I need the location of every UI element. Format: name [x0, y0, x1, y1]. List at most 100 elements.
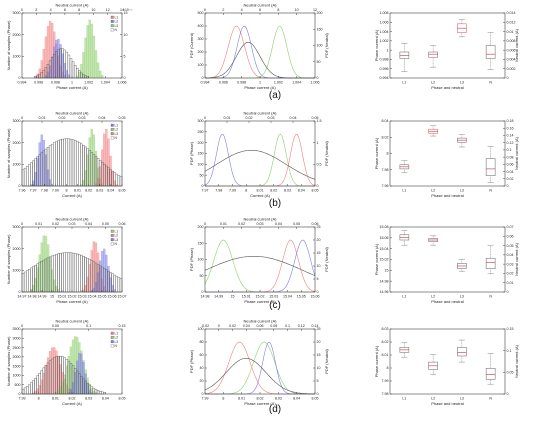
row0-panel0-bar-L1	[42, 49, 46, 79]
row3-panel0-legend-swatch	[110, 331, 114, 335]
row0-panel0-bar-L1	[46, 26, 50, 79]
row2-panel0-bar-L1	[51, 269, 54, 293]
row3-panel2-category-label: L1	[402, 397, 406, 401]
row1-panel0-top-tick-label: 0.03	[79, 116, 86, 120]
row0-panel1-ytick-label: 500	[198, 11, 204, 15]
row1-panel0-bar-N	[78, 142, 81, 187]
row2-panel0-bar-N	[63, 252, 66, 293]
row0-panel1-xtick-label: 0.994	[201, 81, 210, 85]
row2-panel2-right-ylabel: Neutral current (A)	[514, 242, 519, 276]
row2-panel0-xtick-label: 15.04	[88, 295, 97, 299]
row1-panel1-ytick-label: 150	[198, 152, 204, 156]
row2-panel0-xtick-label: 15.02	[68, 295, 77, 299]
row2-panel0-bar-L2	[84, 285, 87, 293]
row2-panel0-bar-L3	[107, 266, 110, 293]
row2-panel1-rtick-label: 5	[317, 277, 319, 281]
row3-panel0-xlabel: Current (A)	[62, 401, 82, 406]
row3-panel0-bar-L1	[42, 372, 46, 395]
row3-panel2-box-L3	[457, 347, 467, 357]
row0-panel0-bar-L2	[65, 70, 68, 79]
row2-panel0-xlabel: Phase current (A)	[56, 299, 88, 304]
row-caption: (b)	[269, 198, 281, 209]
row2-panel0-legend-swatch	[110, 242, 114, 246]
row3-panel2-ytick-label: 8.03	[382, 327, 389, 331]
row2-panel0-bar-L1	[32, 285, 35, 293]
row2-panel1-xtick-label: 15.02	[256, 295, 265, 299]
row3-panel0-bar-L3	[84, 373, 87, 395]
row0-panel2: L1 L2 L3 N 0.994 0.996 0.998 1 1.002 1.004 1.006 1.…	[374, 11, 519, 90]
row3-panel0-bar-L2	[92, 390, 96, 395]
row1-panel0-ylabel: Number of samples (Phase)	[6, 128, 11, 178]
row0-panel1-top-tick-label: 12	[313, 8, 317, 12]
row2-panel0-ytick-label: 2000	[13, 247, 21, 251]
row3-panel0-bar-L3	[71, 382, 75, 395]
row3-panel2-xlabel: Phase and neutral	[431, 401, 464, 406]
row3-panel1-top-tick-label: -0.02	[201, 324, 209, 328]
row1-panel2: L1 L2 L3 N 7.96 7.98 8 8.02 8.04 0 0.02 0.04 0.06 0.0…	[374, 119, 519, 198]
row0-panel0-rtick-label: 10	[124, 33, 128, 37]
row1-panel0-bar-L2	[82, 180, 85, 187]
row0-panel2-rtick-label: 0.002	[507, 67, 516, 71]
row2-panel0-top-tick-label: 0.05	[102, 222, 109, 226]
row3-panel0-bar-L1	[53, 347, 56, 395]
row0-panel2-rtick-label: 0.008	[507, 39, 516, 43]
row0-panel2-xlabel: Phase and neutral	[431, 85, 464, 90]
row1-panel1-top-tick-label: 0.02	[246, 116, 253, 120]
row2-panel0-legend-swatch	[110, 234, 114, 237]
row0-panel0-bar-L2	[61, 53, 64, 79]
row1-panel1-curve-L2	[205, 133, 315, 187]
row2-panel0-bar-L2	[90, 250, 93, 293]
row0-panel0-bar-L2	[67, 74, 71, 79]
row1-panel1: 7.97 7.98 7.99 8 8.01 8.02 8.03 8.04 8.050501001…	[189, 111, 329, 199]
row0-panel0-xtick-label: 1	[71, 81, 73, 85]
row3-panel2-ytick-label: 7.99	[382, 379, 389, 383]
row2-panel0-xtick-label: 14.99	[38, 295, 47, 299]
row0-panel2-rtick-label: 0.006	[507, 48, 516, 52]
row0-panel2-box-L2	[428, 51, 438, 58]
row3-panel1-rtick-label: 5	[317, 379, 319, 383]
row2-panel0-top-tick-label: 0.06	[119, 222, 126, 226]
row3-panel0-bar-N	[100, 391, 104, 395]
row0-panel2-ytick-label: 1.006	[380, 20, 389, 24]
row1-panel0-xtick-label: 8	[65, 189, 67, 193]
row0-panel0-bar-L3	[78, 71, 81, 79]
row1-panel0-bar-L1	[34, 171, 37, 187]
row2-panel1-ytick-label: 150	[198, 241, 204, 245]
row3-panel0-bar-N	[25, 386, 29, 395]
row2-panel2-category-label: N	[489, 295, 492, 299]
row2-panel0-bar-L1	[46, 244, 50, 293]
row3-panel1-xtick-label: 8.05	[312, 397, 319, 401]
row2-panel0-bar-L1	[38, 254, 41, 293]
row1-panel0-bar-N	[117, 175, 121, 187]
row1-panel0-bar-L1	[38, 142, 41, 187]
row2-panel1-top-tick-label: 0.03	[257, 222, 264, 226]
row0-panel0-top-tick-label: 12	[106, 8, 110, 12]
row1-panel0-bar-L2	[84, 170, 87, 187]
row3-panel0-ytick-label: 0	[19, 392, 21, 396]
row3-panel1-top-tick-label: 0.08	[270, 324, 277, 328]
row0-panel0-top-xlabel: Neutral current (A)	[56, 3, 90, 8]
row0-panel0-legend-label: L3	[115, 24, 119, 28]
row2-panel0-bar-L3	[103, 248, 106, 293]
row2-panel1-ytick-label: 200	[198, 225, 204, 229]
row0-panel0-xtick-label: 0.998	[51, 81, 60, 85]
row1-panel0-bar-N	[63, 138, 66, 187]
row0-panel1-rtick-label: 100	[317, 44, 323, 48]
row3-panel2-rtick-label: 0.05	[507, 371, 514, 375]
row0-panel1-xtick-label: 1.004	[292, 81, 301, 85]
row1-panel0-bar-N	[59, 139, 62, 187]
row3-panel0-legend-swatch	[110, 336, 114, 339]
row1-panel0-bar-L1	[36, 157, 39, 187]
row1-panel0-ytick-label: 3000	[13, 119, 21, 123]
row1-panel2-category-label: L1	[402, 189, 406, 193]
row3-panel0-bar-L3	[76, 360, 79, 395]
row0-panel0-top-tick-label: 0	[21, 8, 23, 12]
row3-panel1-xlabel: Phase current (A)	[244, 401, 276, 406]
row0-panel0-xtick-label: 0.996	[34, 81, 43, 85]
row3-panel0-bar-L1	[38, 385, 41, 395]
row2-panel0-top-tick-label: 0.04	[85, 222, 92, 226]
row1-panel1-top-tick-label: 0.01	[224, 116, 231, 120]
row2-panel0-top-tick-label: 0.01	[35, 222, 42, 226]
row3-panel0-xtick-label: 8	[38, 397, 40, 401]
